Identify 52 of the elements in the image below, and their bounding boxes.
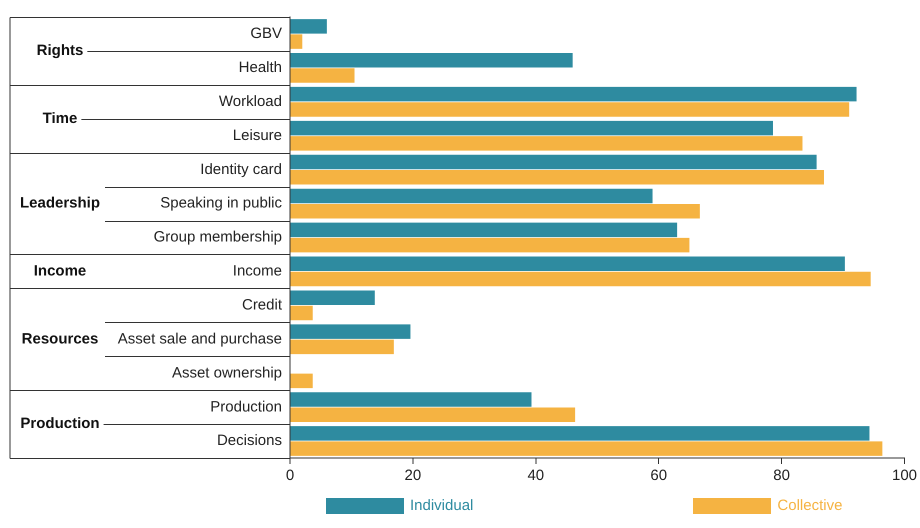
y-tick-label: Identity card xyxy=(200,160,282,178)
bar xyxy=(290,102,850,117)
bar xyxy=(290,188,653,204)
bar xyxy=(290,170,824,185)
y-tick-label: Health xyxy=(238,59,282,76)
x-tick-label: 80 xyxy=(773,467,790,484)
y-tick-label: Production xyxy=(210,398,282,416)
bar xyxy=(290,374,313,388)
x-tick-label: 20 xyxy=(404,467,422,484)
bar xyxy=(290,238,690,252)
y-tick-label: Group membership xyxy=(154,228,282,246)
bar xyxy=(290,407,576,422)
text: Income xyxy=(34,262,86,280)
bar xyxy=(290,154,817,170)
x-tick-label: 40 xyxy=(527,467,544,484)
bar xyxy=(290,19,327,34)
text: Resources xyxy=(22,330,98,348)
bar xyxy=(290,306,313,320)
x-tick-label: 0 xyxy=(286,467,294,484)
legend-item: Collective xyxy=(693,496,842,516)
y-tick-label: Asset sale and purchase xyxy=(118,330,282,348)
bar xyxy=(290,222,678,238)
x-tick-label: 60 xyxy=(650,467,668,484)
y-tick-label: Workload xyxy=(218,92,282,110)
bar xyxy=(290,34,302,49)
bar xyxy=(290,426,870,441)
bar xyxy=(290,136,802,151)
y-tick-label: Speaking in public xyxy=(160,194,282,212)
bar xyxy=(290,392,532,407)
bar xyxy=(290,68,355,83)
legend-item: Individual xyxy=(326,496,474,516)
x-tick-label: 100 xyxy=(892,467,917,484)
bar xyxy=(290,86,857,102)
text: Time xyxy=(42,110,78,127)
bar xyxy=(290,441,882,456)
y-tick-label: Credit xyxy=(242,296,283,314)
bar xyxy=(290,120,773,136)
bar xyxy=(290,204,700,218)
bar xyxy=(290,290,375,305)
text: Production xyxy=(20,415,100,432)
bar xyxy=(290,340,394,354)
text: Rights xyxy=(36,42,84,60)
y-tick-label: Income xyxy=(232,262,282,280)
bar xyxy=(290,324,410,339)
bar xyxy=(290,256,845,272)
bar xyxy=(290,272,871,286)
y-tick-label: Asset ownership xyxy=(172,364,282,382)
bar xyxy=(290,53,573,68)
text: Leadership xyxy=(20,194,100,212)
y-tick-label: Decisions xyxy=(216,432,282,450)
y-tick-label: GBV xyxy=(250,25,282,42)
y-tick-label: Leisure xyxy=(232,126,282,144)
